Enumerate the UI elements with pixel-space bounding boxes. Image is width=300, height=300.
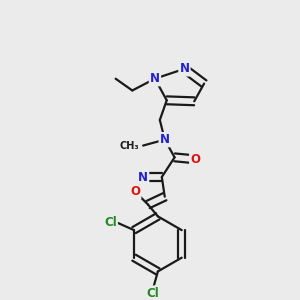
Text: CH₃: CH₃ (120, 141, 139, 151)
Text: N: N (150, 72, 160, 85)
Text: Cl: Cl (147, 286, 159, 300)
Text: Cl: Cl (104, 216, 117, 229)
Text: O: O (130, 185, 140, 198)
Text: O: O (190, 153, 200, 166)
Text: N: N (138, 170, 148, 184)
Text: N: N (179, 62, 189, 75)
Text: N: N (160, 133, 170, 146)
